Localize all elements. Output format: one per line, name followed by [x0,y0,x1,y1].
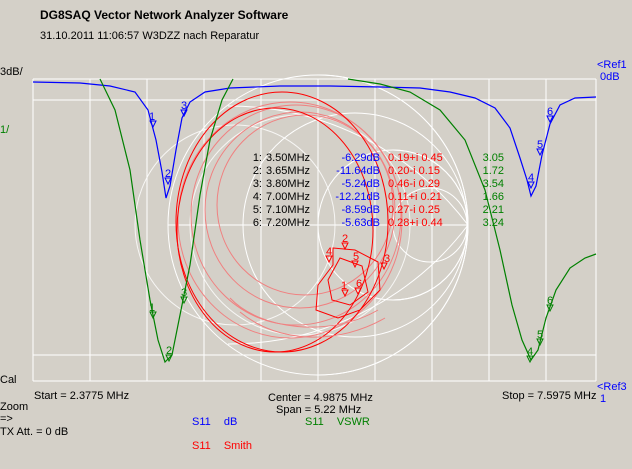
marker-impedance: 0.19+i 0.45 [388,152,443,164]
grid-lines [32,78,597,382]
marker-frequency: 3.50MHz [266,152,311,164]
marker-index: 2: [252,165,262,177]
smith-marker-label: 4 [326,246,332,258]
db-marker-label: 5 [537,139,543,151]
smith-trace [175,91,403,353]
smith-markers [325,242,388,298]
db-marker-label: 1 [149,111,155,123]
marker-vswr: 3.05 [482,152,504,164]
legend-param: S11 [305,416,324,428]
legend-s11-vswr[interactable]: S11 VSWR [305,416,370,428]
marker-index: 1: [252,152,262,164]
marker-index: 3: [252,178,262,190]
vswr-marker-label: 4 [527,346,533,358]
marker-readout-table: 1: 3.50MHz -6.29dB 0.19+i 0.45 3.05 2: 3… [238,152,506,230]
marker-db: -12.21dB [335,191,380,203]
marker-db: -5.63dB [341,217,380,229]
db-marker-label: 2 [165,168,171,180]
marker-impedance: 0.27-i 0.25 [388,204,440,216]
db-marker-labels: 1 2 3 4 5 6 [149,100,553,184]
marker-frequency: 7.00MHz [266,191,311,203]
db-marker-label: 6 [547,106,553,118]
sweep-start: Start = 2.3775 MHz [34,390,130,402]
smith-marker-labels: 1 2 3 4 5 6 [326,233,390,292]
marker-vswr: 3.24 [482,217,504,229]
marker-vswr: 3.54 [482,178,504,190]
smith-chart-grid [134,74,469,376]
db-trace [32,81,597,199]
zoom-label[interactable]: Zoom [0,401,29,413]
smith-marker-label: 1 [341,280,347,292]
marker-impedance: 0.20-i 0.15 [388,165,440,177]
marker-index: 4: [252,191,262,203]
db-marker-label: 4 [528,172,534,184]
tx-attenuation: TX Att. = 0 dB [0,426,69,438]
sweep-stop: Stop = 7.5975 MHz [502,390,597,402]
marker-db: -6.29dB [341,152,380,164]
left-scale-second: 1/ [0,124,10,136]
smith-marker-label: 3 [384,253,390,265]
marker-vswr: 1.72 [482,165,504,177]
app-title: DG8SAQ Vector Network Analyzer Software [40,8,289,22]
legend-mode: dB [223,416,238,428]
vswr-marker-labels: 1 2 3 4 5 6 [149,287,553,358]
zoom-arrow[interactable]: => [0,413,13,425]
smith-marker-label: 6 [356,278,362,290]
legend-param: S11 [192,440,211,452]
ref3-value: 1 [600,393,607,405]
marker-frequency: 7.10MHz [266,204,311,216]
marker-frequency: 7.20MHz [266,217,311,229]
vswr-marker-label: 5 [537,329,543,341]
table-row: 4: 7.00MHz -12.21dB 0.11+i 0.21 1.66 [238,191,506,204]
vswr-marker-label: 2 [166,345,172,357]
marker-db: -5.24dB [341,178,380,190]
legend-s11-db[interactable]: S11 dB [192,416,237,428]
table-row: 5: 7.10MHz -8.59dB 0.27-i 0.25 2.21 [238,204,506,217]
measurement-subtitle: 31.10.2011 11:06:57 W3DZZ nach Reparatur [40,30,260,42]
legend-param: S11 [192,416,211,428]
vswr-markers [149,296,554,364]
marker-frequency: 3.65MHz [266,165,311,177]
left-scale-top: 3dB/ [0,66,23,78]
vswr-trace [99,78,597,364]
vswr-marker-label: 1 [149,302,155,314]
db-markers [149,109,554,190]
vswr-marker-label: 3 [181,287,187,299]
db-marker-label: 3 [181,100,187,112]
ref1-value: 0dB [600,71,620,83]
marker-index: 5: [252,204,262,216]
table-row: 3: 3.80MHz -5.24dB 0.46-i 0.29 3.54 [238,178,506,191]
marker-impedance: 0.11+i 0.21 [388,191,442,203]
ref3-label[interactable]: <Ref3 [597,381,627,393]
marker-db: -11.64dB [336,165,380,177]
table-row: 1: 3.50MHz -6.29dB 0.19+i 0.45 3.05 [238,152,506,165]
sweep-center: Center = 4.9875 MHz [268,392,373,404]
cal-label[interactable]: Cal [0,374,17,386]
table-row: 2: 3.65MHz -11.64dB 0.20-i 0.15 1.72 [238,165,506,178]
marker-vswr: 1.66 [482,191,504,203]
table-row: 6: 7.20MHz -5.63dB 0.28+i 0.44 3.24 [238,217,506,230]
legend-s11-smith[interactable]: S11 Smith [192,440,252,452]
marker-vswr: 2.21 [482,204,504,216]
legend-mode: VSWR [336,416,370,428]
legend-mode: Smith [223,440,252,452]
smith-marker-label: 5 [353,251,359,263]
smith-marker-label: 2 [342,233,348,245]
vswr-marker-label: 6 [547,295,553,307]
marker-frequency: 3.80MHz [266,178,311,190]
marker-index: 6: [252,217,262,229]
marker-impedance: 0.46-i 0.29 [388,178,440,190]
marker-impedance: 0.28+i 0.44 [388,217,443,229]
sweep-span: Span = 5.22 MHz [276,404,362,416]
ref1-label[interactable]: <Ref1 [597,59,627,71]
marker-db: -8.59dB [341,204,380,216]
